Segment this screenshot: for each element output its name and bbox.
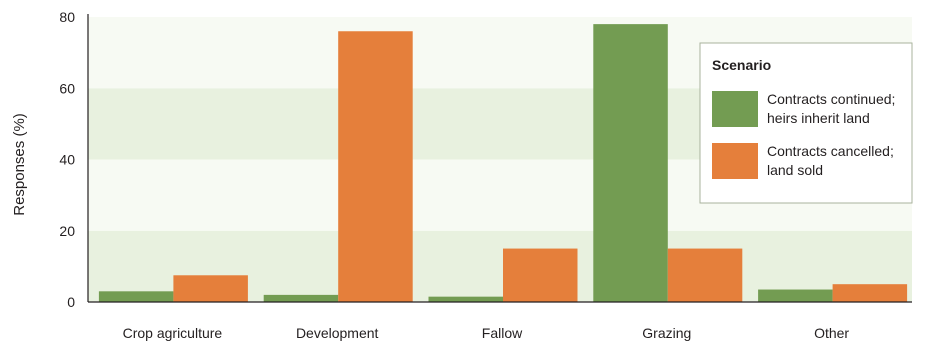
legend-items: Contracts continued; heirs inherit land Co… xyxy=(712,91,895,179)
y-axis-title: Responses (%) xyxy=(11,113,28,216)
x-tick-label: Crop agriculture xyxy=(123,325,223,341)
y-tick-label: 40 xyxy=(59,152,75,168)
bar-cancelled-grazing xyxy=(667,248,743,302)
legend-label: Contracts continued; heirs inherit land xyxy=(767,91,895,126)
bar-continued-grazing xyxy=(593,24,668,302)
y-tick-labels: 0 20 40 60 80 xyxy=(59,9,75,310)
y-tick-label: 20 xyxy=(59,223,75,239)
x-tick-label: Other xyxy=(814,325,849,341)
bar-continued-development xyxy=(263,294,339,302)
y-tick-label: 60 xyxy=(59,80,75,96)
bar-cancelled-crop-agriculture xyxy=(173,275,248,302)
x-tick-label: Development xyxy=(296,325,379,341)
x-tick-label: Fallow xyxy=(482,325,523,341)
bar-continued-crop-agriculture xyxy=(98,291,174,302)
legend-title: Scenario xyxy=(712,57,771,73)
bar-continued-fallow xyxy=(428,296,503,302)
legend-label: Contracts cancelled; land sold xyxy=(767,143,894,178)
bar-cancelled-fallow xyxy=(503,248,578,302)
x-tick-label: Grazing xyxy=(642,325,691,341)
bar-cancelled-other xyxy=(832,284,908,302)
y-tick-label: 0 xyxy=(67,294,75,310)
legend-swatch xyxy=(712,91,758,127)
bar-cancelled-development xyxy=(338,31,413,302)
legend-swatch xyxy=(712,143,758,179)
bars-group xyxy=(98,24,908,302)
x-category-labels: Crop agriculture Development Fallow Grazing… xyxy=(123,325,850,341)
legend: Scenario Contracts continued; heirs inher… xyxy=(699,42,913,204)
bar-continued-other xyxy=(758,289,833,302)
y-tick-label: 80 xyxy=(59,9,75,25)
